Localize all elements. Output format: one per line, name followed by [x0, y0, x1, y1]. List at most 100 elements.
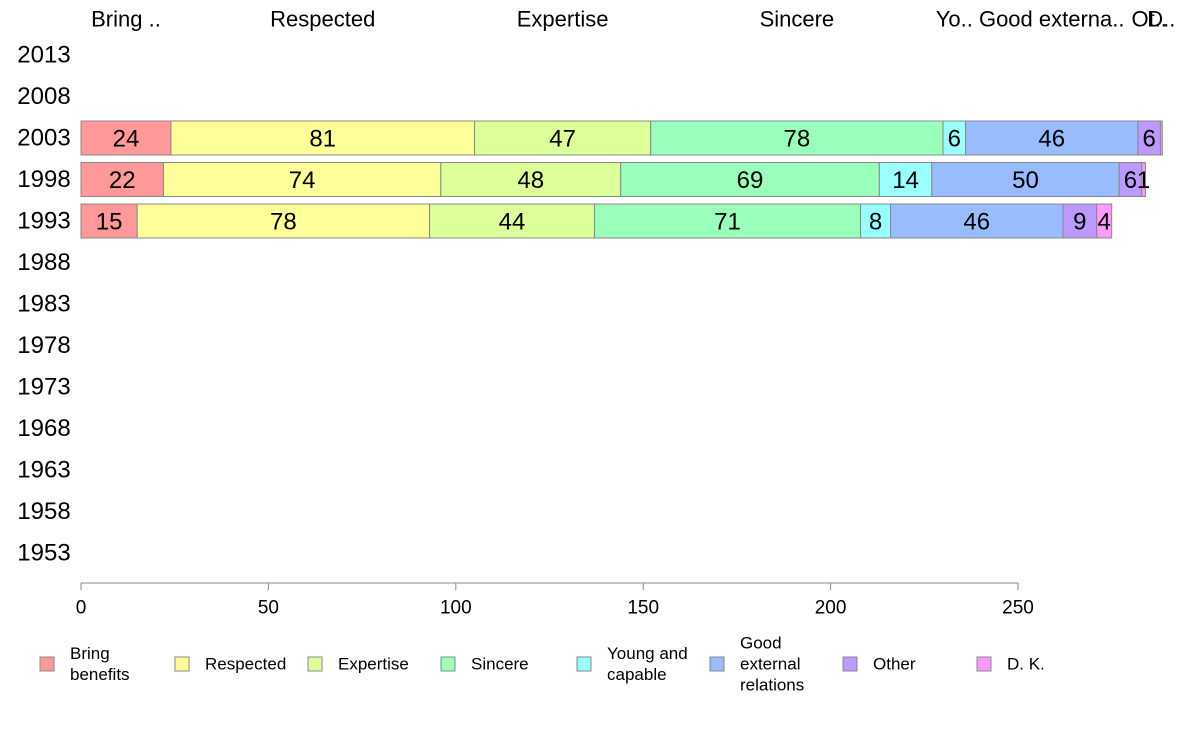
legend-item-bring-benefits: Bring benefits	[39, 644, 130, 684]
legend-label-respected-0: Respected	[205, 655, 286, 674]
y-axis-labels: 2013 2008 2003 1998 1993 1988 1983 1978 1973 1968…	[17, 42, 70, 567]
y-tick-label-1988: 1988	[17, 249, 70, 276]
bar-1993-d-k	[1096, 203, 1113, 239]
bar-1993-good-external-relations	[890, 203, 1064, 239]
series-top-label-bring-benefits: Bring ..	[91, 7, 161, 32]
data-label-2003-sincere: 78	[784, 126, 811, 153]
legend-label-bring-benefits-1: benefits	[70, 665, 130, 684]
bar-1998-sincere	[620, 162, 880, 197]
legend-swatch-young-and-capable	[576, 656, 592, 672]
data-label-1998-other: 6	[1124, 167, 1137, 194]
bar-2003-expertise	[474, 120, 652, 156]
y-tick-label-1953: 1953	[17, 540, 70, 567]
x-tick-label-0: 0	[76, 598, 87, 619]
data-label-1993-other: 9	[1073, 209, 1086, 236]
x-axis: 0 50 100 150 200 250	[76, 582, 1034, 619]
x-tick-label-150: 150	[627, 598, 659, 619]
bar-1993-sincere	[593, 203, 862, 239]
bar-1998-expertise	[440, 162, 622, 197]
series-top-labels: Bring .. Respected Expertise Sincere Yo.. Goo…	[91, 7, 1175, 32]
bar-1993-expertise	[429, 203, 595, 239]
legend-label-young-and-capable-0: Young and	[607, 644, 688, 663]
y-tick-label-1993: 1993	[17, 208, 70, 235]
y-tick-label-1998: 1998	[17, 166, 70, 193]
series-top-label-young-and-capable: Yo..	[936, 7, 973, 32]
legend-label-sincere-0: Sincere	[471, 655, 529, 674]
legend-item-other: Other	[842, 655, 916, 674]
legend-item-expertise: Expertise	[307, 655, 409, 674]
data-label-1993-bring-benefits: 15	[96, 209, 123, 236]
legend-item-d-k: D. K.	[976, 655, 1045, 674]
y-tick-label-2003: 2003	[17, 125, 70, 152]
data-label-1993-respected: 78	[270, 209, 297, 236]
series-top-label-sincere: Sincere	[760, 7, 835, 32]
legend-swatch-sincere	[440, 656, 456, 672]
legend-swatch-respected	[174, 656, 190, 672]
legend-label-good-external-relations-2: relations	[740, 676, 804, 695]
bar-1998-young-and-capable	[878, 162, 933, 197]
y-tick-label-2013: 2013	[17, 42, 70, 69]
bar-2003-d-k	[1159, 120, 1163, 156]
data-label-2003-good-external-relations: 46	[1038, 126, 1065, 153]
series-top-label-respected: Respected	[270, 7, 375, 32]
data-label-2003-young-and-capable: 6	[948, 126, 961, 153]
bar-1998-d-k	[1141, 162, 1146, 197]
bar-1998-bring-benefits	[80, 162, 164, 197]
data-label-1993-young-and-capable: 8	[869, 209, 882, 236]
x-tick-label-100: 100	[440, 598, 472, 619]
legend-label-good-external-relations-1: external	[740, 655, 800, 674]
data-label-2003-other: 6	[1143, 126, 1156, 153]
bar-2003-respected	[170, 120, 476, 156]
bar-1993-other	[1062, 203, 1098, 239]
data-label-1998-expertise: 48	[517, 167, 544, 194]
bar-1998-good-external-relations	[931, 162, 1120, 197]
x-tick-label-50: 50	[258, 598, 279, 619]
y-tick-label-1968: 1968	[17, 415, 70, 442]
legend-label-d-k-0: D. K.	[1007, 655, 1045, 674]
series-top-label-other: Ot..	[1131, 7, 1166, 32]
bar-1993-young-and-capable	[860, 203, 892, 239]
bars: 24 81 47 78 6 46 622 74 48 69 14 50 6 115 78 44 71 8 46 9 4	[80, 120, 1163, 239]
legend: Bring benefits Respected Expertise Sincere Yo…	[39, 634, 1045, 695]
series-top-label-d-k: D..	[1147, 7, 1175, 32]
data-label-1998-sincere: 69	[737, 167, 764, 194]
data-label-1993-d-k: 4	[1098, 209, 1111, 236]
data-label-1993-sincere: 71	[714, 209, 741, 236]
x-tick-label-200: 200	[815, 598, 847, 619]
data-label-1998-bring-benefits: 22	[109, 167, 136, 194]
y-tick-label-1978: 1978	[17, 332, 70, 359]
data-label-2003-expertise: 47	[549, 126, 576, 153]
data-label-1998-d-k: 1	[1137, 167, 1150, 194]
legend-swatch-expertise	[307, 656, 323, 672]
data-label-1993-good-external-relations: 46	[963, 209, 990, 236]
y-tick-label-1973: 1973	[17, 374, 70, 401]
bar-2003-bring-benefits	[80, 120, 172, 156]
legend-label-other-0: Other	[873, 655, 916, 674]
data-label-1998-young-and-capable: 14	[892, 167, 919, 194]
y-tick-label-1963: 1963	[17, 457, 70, 484]
legend-item-young-and-capable: Young and capable	[576, 644, 688, 684]
legend-label-expertise-0: Expertise	[338, 655, 409, 674]
legend-item-respected: Respected	[174, 655, 286, 674]
series-top-label-expertise: Expertise	[517, 7, 609, 32]
legend-label-bring-benefits-0: Bring	[70, 644, 110, 663]
data-label-2003-bring-benefits: 24	[113, 126, 140, 153]
legend-label-young-and-capable-1: capable	[607, 665, 667, 684]
y-tick-label-1983: 1983	[17, 291, 70, 318]
series-top-label-good-external-relations: Good externa..	[979, 7, 1125, 32]
bar-1998-respected	[162, 162, 442, 197]
legend-label-good-external-relations-0: Good	[740, 634, 782, 653]
bar-2003-sincere	[650, 120, 944, 156]
legend-item-sincere: Sincere	[440, 655, 529, 674]
legend-swatch-good-external-relations	[709, 656, 725, 672]
bar-2003-good-external-relations	[965, 120, 1139, 156]
bar-1993-respected	[136, 203, 431, 239]
x-tick-label-250: 250	[1002, 598, 1034, 619]
data-label-1998-respected: 74	[289, 167, 316, 194]
y-tick-label-1958: 1958	[17, 498, 70, 525]
data-label-1993-expertise: 44	[499, 209, 526, 236]
legend-item-good-external-relations: Good external relations	[709, 634, 804, 695]
legend-swatch-bring-benefits	[39, 656, 55, 672]
legend-swatch-d-k	[976, 656, 992, 672]
